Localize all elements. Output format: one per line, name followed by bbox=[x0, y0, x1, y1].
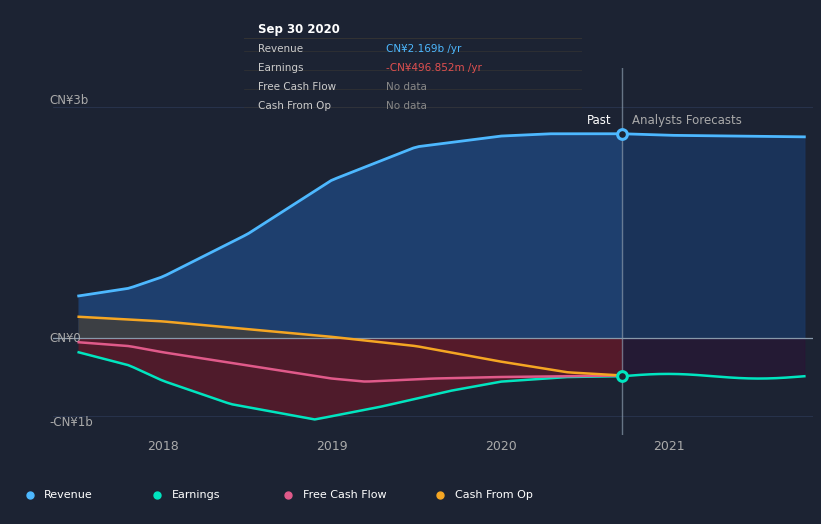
Text: Sep 30 2020: Sep 30 2020 bbox=[258, 24, 339, 36]
Text: CN¥3b: CN¥3b bbox=[49, 94, 89, 107]
Text: CN¥2.169b /yr: CN¥2.169b /yr bbox=[386, 45, 461, 54]
Text: Revenue: Revenue bbox=[258, 45, 303, 54]
Text: -CN¥496.852m /yr: -CN¥496.852m /yr bbox=[386, 63, 482, 73]
Text: Past: Past bbox=[587, 114, 612, 127]
Text: No data: No data bbox=[386, 101, 427, 111]
Text: Free Cash Flow: Free Cash Flow bbox=[258, 82, 336, 92]
Text: -CN¥1b: -CN¥1b bbox=[49, 416, 94, 429]
Text: Cash From Op: Cash From Op bbox=[258, 101, 331, 111]
Text: Earnings: Earnings bbox=[258, 63, 303, 73]
Text: Free Cash Flow: Free Cash Flow bbox=[303, 490, 387, 500]
Text: Analysts Forecasts: Analysts Forecasts bbox=[632, 114, 742, 127]
Text: Earnings: Earnings bbox=[172, 490, 220, 500]
Text: CN¥0: CN¥0 bbox=[49, 332, 81, 345]
Text: Revenue: Revenue bbox=[44, 490, 93, 500]
Text: Cash From Op: Cash From Op bbox=[455, 490, 533, 500]
Text: No data: No data bbox=[386, 82, 427, 92]
